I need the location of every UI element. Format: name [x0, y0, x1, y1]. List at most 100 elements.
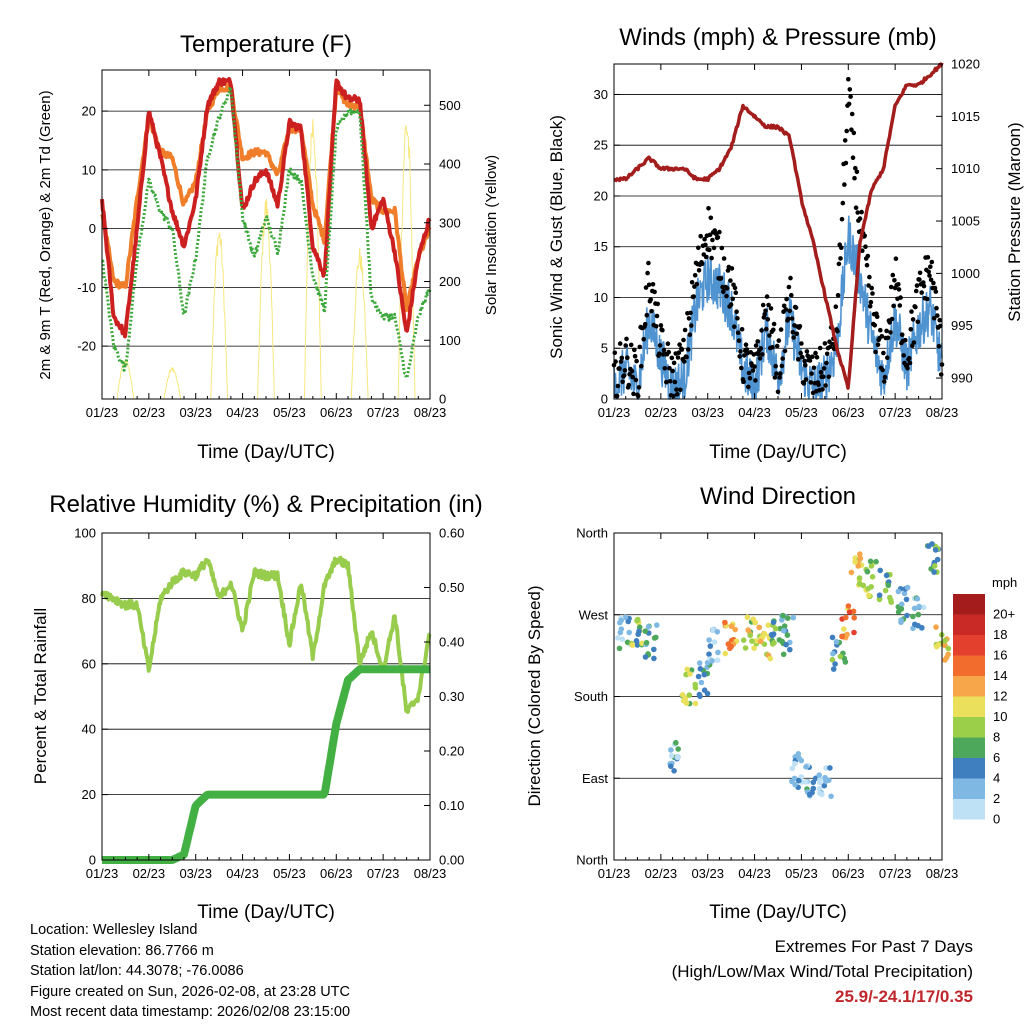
- gust-point: [938, 372, 944, 377]
- gust-point: [929, 259, 935, 265]
- gust-point: [694, 281, 700, 287]
- gust-point: [746, 370, 752, 376]
- direction-point: [869, 574, 876, 580]
- station-latlon: Station lat/lon: 44.3078; -76.0086: [30, 963, 244, 979]
- gust-point: [703, 242, 708, 248]
- gust-point: [789, 316, 795, 321]
- gust-point: [842, 138, 848, 143]
- gust-point: [664, 379, 669, 385]
- relative-humidity-line: [100, 555, 432, 714]
- gust-point: [652, 289, 657, 295]
- direction-point: [901, 590, 908, 597]
- gust-point: [833, 304, 839, 310]
- direction-point: [904, 584, 911, 591]
- humidity-plot-frame: [101, 532, 431, 861]
- direction-point: [877, 567, 883, 574]
- direction-point: [651, 655, 657, 662]
- gust-point: [849, 127, 854, 132]
- gust-point: [617, 366, 622, 371]
- direction-point: [642, 628, 649, 634]
- gust-point: [635, 393, 641, 399]
- direction-point: [945, 651, 951, 658]
- gust-point: [682, 327, 688, 333]
- direction-point: [830, 650, 836, 657]
- gust-point: [881, 379, 887, 384]
- gust-point: [802, 358, 807, 364]
- gust-point: [794, 331, 799, 337]
- gust-point: [787, 308, 792, 314]
- gust-point: [649, 308, 654, 314]
- temp-x-tick-label: 01/23: [86, 405, 119, 420]
- direction-gridlines: [614, 532, 942, 861]
- gust-point: [803, 363, 808, 368]
- gust-point: [730, 296, 735, 302]
- gust-point: [896, 287, 902, 292]
- gust-point: [903, 337, 908, 343]
- direction-point: [692, 700, 699, 707]
- gust-point: [679, 347, 685, 352]
- speed-legend-label: 12: [993, 688, 1007, 703]
- temperature-y-axis-label: 2m & 9m T (Red, Orange) & 2m Td (Green): [37, 90, 54, 379]
- direction-point: [857, 551, 863, 557]
- direction-point: [787, 646, 793, 653]
- direction-point: [715, 649, 721, 656]
- gust-point: [675, 392, 680, 397]
- direction-point: [833, 639, 840, 645]
- gust-point: [807, 358, 813, 363]
- direction-point: [933, 624, 939, 630]
- gust-point: [887, 320, 892, 325]
- gust-point: [786, 284, 792, 290]
- direction-point: [629, 642, 636, 648]
- gust-point: [820, 387, 825, 392]
- gust-point: [836, 261, 842, 267]
- direction-point: [916, 603, 922, 610]
- direction-point: [868, 563, 875, 569]
- gust-point: [767, 333, 772, 338]
- solar-y-tick-label: 100: [439, 333, 461, 348]
- direction-point: [686, 692, 693, 698]
- gust-point: [733, 290, 739, 296]
- direction-point: [883, 572, 890, 579]
- direction-point: [759, 634, 766, 640]
- rh-x-tick-label: 03/23: [179, 866, 212, 881]
- direction-point: [756, 624, 762, 631]
- direction-point: [615, 635, 621, 641]
- gust-point: [936, 344, 942, 349]
- gust-point: [788, 275, 793, 281]
- direction-point: [876, 596, 883, 603]
- gust-point: [617, 341, 623, 346]
- gust-point: [898, 295, 903, 300]
- gust-point: [774, 371, 779, 376]
- gust-point: [665, 341, 671, 347]
- gust-point: [614, 393, 620, 399]
- direction-point: [912, 621, 918, 628]
- station-info: Location: Wellesley Island Station eleva…: [30, 920, 350, 1023]
- gust-point: [931, 280, 936, 286]
- gust-point: [746, 384, 751, 390]
- gust-point: [798, 350, 803, 356]
- gust-point: [624, 336, 629, 342]
- gust-point: [682, 359, 687, 364]
- gust-point: [715, 235, 721, 240]
- temp-2m-line: [100, 77, 432, 339]
- direction-point: [843, 614, 849, 621]
- direction-point: [714, 629, 721, 635]
- rh-x-tick-label: 06/23: [320, 866, 353, 881]
- station-pressure-line: [613, 62, 944, 390]
- gust-point: [789, 292, 794, 298]
- speed-legend-swatch: [953, 758, 985, 779]
- gust-point: [672, 379, 678, 385]
- direction-point: [852, 559, 858, 565]
- gust-point: [857, 216, 863, 221]
- gust-point: [615, 383, 621, 389]
- speed-legend-label: 18: [993, 627, 1007, 642]
- rh-x-tick-label: 04/23: [226, 866, 259, 881]
- direction-point: [747, 632, 753, 639]
- direction-point: [898, 617, 904, 623]
- gust-point: [741, 379, 746, 385]
- gust-point: [644, 312, 650, 318]
- gust-point: [678, 387, 683, 393]
- rh-x-tick-label: 02/23: [133, 866, 166, 881]
- direction-point: [920, 604, 927, 611]
- gust-point: [827, 339, 832, 345]
